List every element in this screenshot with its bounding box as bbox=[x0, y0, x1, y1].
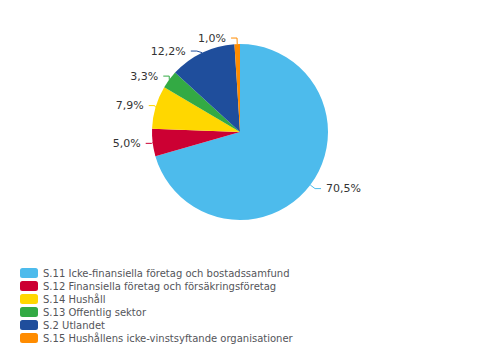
svg-text:1,0%: 1,0% bbox=[198, 32, 226, 45]
svg-text:S.13 Offentlig sektor: S.13 Offentlig sektor bbox=[43, 307, 147, 318]
svg-text:S.15 Hushållens icke-vinstsyft: S.15 Hushållens icke-vinstsyftande organ… bbox=[43, 332, 294, 344]
svg-text:3,3%: 3,3% bbox=[130, 70, 158, 83]
svg-text:S.12 Finansiella företag och f: S.12 Finansiella företag och försäkrings… bbox=[43, 281, 276, 292]
svg-text:S.2 Utlandet: S.2 Utlandet bbox=[43, 320, 105, 331]
svg-text:7,9%: 7,9% bbox=[116, 99, 144, 112]
svg-text:12,2%: 12,2% bbox=[151, 45, 186, 58]
svg-text:S.14 Hushåll: S.14 Hushåll bbox=[43, 293, 106, 305]
svg-text:5,0%: 5,0% bbox=[113, 137, 141, 150]
svg-text:S.11 Icke-finansiella företag: S.11 Icke-finansiella företag och bostad… bbox=[43, 268, 289, 279]
svg-text:70,5%: 70,5% bbox=[326, 182, 361, 195]
